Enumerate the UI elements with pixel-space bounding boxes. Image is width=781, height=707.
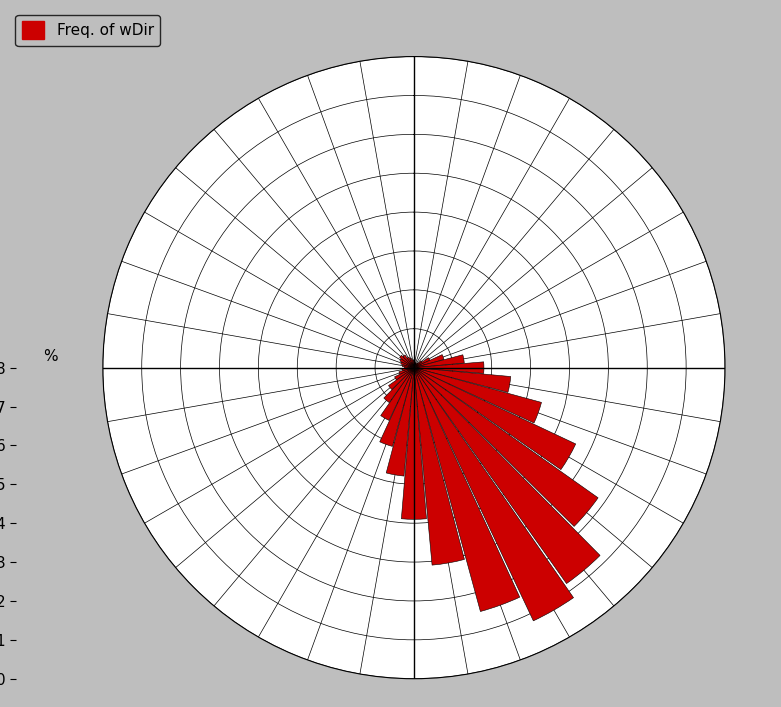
Bar bbox=[414, 368, 511, 392]
Bar bbox=[414, 362, 484, 373]
Bar bbox=[405, 367, 414, 368]
Bar bbox=[414, 361, 422, 368]
Bar bbox=[414, 355, 444, 368]
Bar bbox=[414, 362, 415, 368]
Bar bbox=[414, 364, 416, 368]
Bar bbox=[403, 355, 414, 368]
Bar bbox=[414, 368, 519, 612]
Text: %: % bbox=[44, 349, 58, 363]
Bar bbox=[401, 362, 414, 368]
Bar bbox=[414, 355, 464, 368]
Bar bbox=[401, 368, 426, 519]
Bar bbox=[383, 368, 414, 402]
Bar bbox=[413, 360, 415, 368]
Bar bbox=[388, 368, 414, 390]
Bar bbox=[414, 368, 600, 583]
Bar bbox=[402, 365, 414, 368]
Bar bbox=[414, 368, 465, 565]
Bar bbox=[414, 368, 598, 527]
Legend: Freq. of wDir: Freq. of wDir bbox=[16, 15, 160, 45]
Bar bbox=[414, 368, 576, 469]
Bar bbox=[412, 360, 414, 368]
Bar bbox=[414, 368, 541, 423]
Bar bbox=[380, 368, 414, 446]
Bar bbox=[414, 363, 416, 368]
Bar bbox=[410, 358, 414, 368]
Bar bbox=[414, 368, 573, 621]
Bar bbox=[387, 368, 414, 476]
Bar bbox=[400, 358, 414, 368]
Bar bbox=[402, 368, 414, 370]
Bar bbox=[400, 356, 414, 368]
Bar bbox=[414, 363, 418, 368]
Bar bbox=[394, 368, 414, 380]
Bar bbox=[380, 368, 414, 421]
Bar bbox=[407, 357, 414, 368]
Bar bbox=[399, 368, 414, 374]
Bar bbox=[414, 358, 430, 368]
